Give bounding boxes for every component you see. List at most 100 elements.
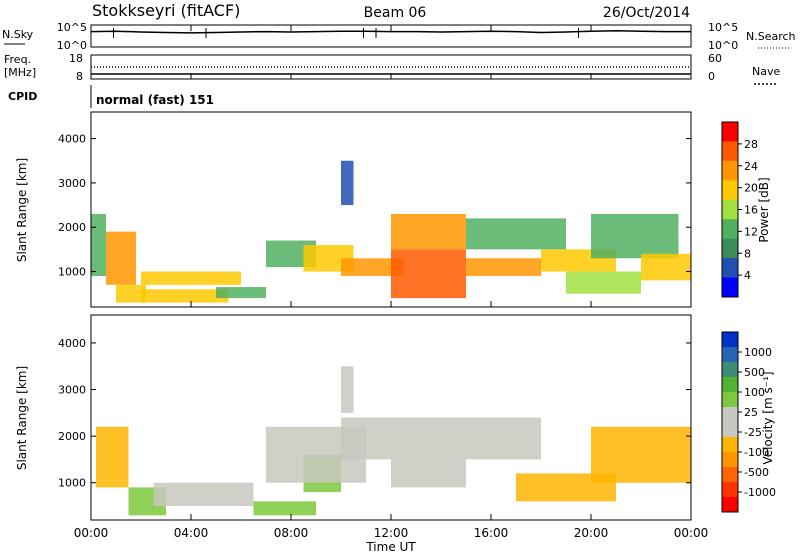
- nsky-right-tick-bottom: 10^0: [708, 39, 738, 52]
- velocity-ytick-3: 1000: [58, 477, 86, 490]
- power-colorbar-tick-2: 20: [744, 182, 758, 195]
- velocity-colorbar-tick-1: 500: [744, 366, 765, 379]
- power-colorbar-swatch-1: [722, 141, 738, 162]
- velocity-colorbar-swatch-4: [722, 392, 738, 408]
- power-heatmap-cells: [91, 160, 691, 303]
- velocity-colorbar: 1000 500 100 25 -25 -100 -500 -1000: [721, 331, 776, 513]
- x-tick-0: 00:00: [74, 526, 109, 540]
- nsky-tick-top: 10^5: [57, 21, 87, 34]
- velocity-colorbar-swatch-9: [722, 467, 738, 483]
- nsky-series-line: [90, 29, 691, 34]
- velocity-cell-0: [96, 426, 129, 488]
- power-cell-1: [106, 231, 136, 285]
- velocity-colorbar-swatch-5: [722, 407, 738, 423]
- velocity-cell-9: [591, 426, 691, 483]
- velocity-ytick-2: 2000: [58, 430, 86, 443]
- power-cell-9: [391, 249, 466, 299]
- freq-panel: Freq. [MHz] 18 8 60 0 Nave: [4, 52, 780, 85]
- power-colorbar-swatch-2: [722, 160, 738, 181]
- velocity-colorbar-tick-3: 25: [744, 406, 758, 419]
- velocity-colorbar-tick-4: -25: [744, 426, 762, 439]
- power-colorbar-swatch-3: [722, 180, 738, 201]
- nsky-spikes: [113, 28, 579, 38]
- power-cell-12: [466, 218, 566, 250]
- power-colorbar-swatch-8: [722, 277, 738, 298]
- velocity-colorbar-swatch-11: [722, 497, 738, 513]
- nsky-panel: N.Sky 10^5 10^0 10^5 10^0 N.Search: [2, 21, 796, 52]
- velocity-cell-7: [391, 459, 466, 488]
- velocity-cell-6: [341, 417, 541, 460]
- velocity-colorbar-swatch-6: [722, 422, 738, 438]
- power-colorbar-tick-5: 8: [744, 247, 751, 260]
- power-colorbar-tick-1: 24: [744, 160, 758, 173]
- power-cell-10: [391, 213, 466, 250]
- station-title: Stokkseyri (fitACF): [92, 1, 240, 20]
- power-colorbar: 28 24 20 16 12 8 4: [721, 121, 758, 298]
- velocity-colorbar-tick-6: -500: [744, 466, 769, 479]
- nsky-tick-bottom: 10^0: [57, 39, 87, 52]
- power-cell-5: [216, 287, 266, 299]
- x-tick-2: 08:00: [274, 526, 309, 540]
- x-axis: 00:00 04:00 08:00 12:00 16:00 20:00 00:00: [74, 25, 709, 540]
- power-panel: 4000 3000 2000 1000 Slant Range [km] 28 24 20…: [15, 111, 771, 308]
- power-colorbar-swatch-4: [722, 199, 738, 220]
- nave-tick-bottom: 0: [708, 70, 715, 83]
- velocity-colorbar-label: Velocity [m s⁻¹]: [761, 371, 775, 464]
- x-tick-5: 20:00: [574, 526, 609, 540]
- velocity-colorbar-swatch-2: [722, 362, 738, 378]
- velocity-ylabel: Slant Range [km]: [15, 366, 29, 470]
- power-ytick-1: 3000: [58, 177, 86, 190]
- x-tick-6: 00:00: [674, 526, 709, 540]
- power-cell-16: [641, 253, 691, 281]
- cpid-label: CPID: [8, 90, 37, 103]
- nave-tick-top: 60: [708, 52, 722, 65]
- nsearch-label: N.Search: [746, 30, 796, 43]
- power-ytick-2: 2000: [58, 221, 86, 234]
- velocity-colorbar-tick-7: -1000: [744, 486, 776, 499]
- freq-label-line1: Freq.: [4, 53, 31, 66]
- power-ytick-3: 1000: [58, 266, 86, 279]
- velocity-ytick-0: 4000: [58, 337, 86, 350]
- power-cell-17: [341, 160, 354, 206]
- velocity-axis-ticks: 4000 3000 2000 1000: [58, 337, 691, 490]
- power-colorbar-swatch-7: [722, 258, 738, 279]
- velocity-colorbar-swatch-1: [722, 347, 738, 363]
- freq-label-line2: [MHz]: [4, 66, 36, 79]
- velocity-colorbar-tick-5: -100: [744, 446, 769, 459]
- nave-label: Nave: [752, 65, 780, 78]
- power-cell-0: [91, 213, 106, 276]
- nsky-label: N.Sky: [2, 28, 34, 41]
- power-colorbar-tick-3: 16: [744, 204, 758, 217]
- power-colorbar-swatch-6: [722, 238, 738, 259]
- power-colorbar-swatch-0: [722, 122, 738, 142]
- beam-title: Beam 06: [364, 5, 427, 21]
- power-colorbar-tick-4: 12: [744, 225, 758, 238]
- power-cell-3: [141, 271, 241, 285]
- power-cell-14: [566, 271, 641, 294]
- power-colorbar-tick-0: 28: [744, 138, 758, 151]
- nsky-right-tick-top: 10^5: [708, 21, 738, 34]
- power-cell-15: [591, 213, 679, 259]
- velocity-colorbar-tick-0: 1000: [744, 346, 772, 359]
- velocity-ytick-1: 3000: [58, 384, 86, 397]
- velocity-colorbar-swatch-8: [722, 452, 738, 468]
- velocity-heatmap-cells: [96, 366, 691, 516]
- velocity-colorbar-swatch-3: [722, 377, 738, 393]
- velocity-colorbar-swatch-0: [722, 332, 738, 348]
- cpid-value: normal (fast) 151: [96, 93, 214, 107]
- power-axis-ticks: 4000 3000 2000 1000: [58, 133, 691, 279]
- power-cell-4: [141, 289, 229, 303]
- power-ytick-0: 4000: [58, 133, 86, 146]
- x-tick-3: 12:00: [374, 526, 409, 540]
- velocity-cell-2: [153, 482, 254, 507]
- freq-tick-bottom: 8: [76, 70, 83, 83]
- power-cell-8: [341, 258, 404, 276]
- freq-tick-top: 18: [69, 52, 83, 65]
- x-tick-4: 16:00: [474, 526, 509, 540]
- date-title: 26/Oct/2014: [603, 5, 690, 21]
- velocity-colorbar-swatch-10: [722, 482, 738, 498]
- velocity-cell-3: [253, 501, 316, 516]
- power-colorbar-label: Power [dB]: [757, 177, 771, 242]
- velocity-colorbar-tick-2: 100: [744, 386, 765, 399]
